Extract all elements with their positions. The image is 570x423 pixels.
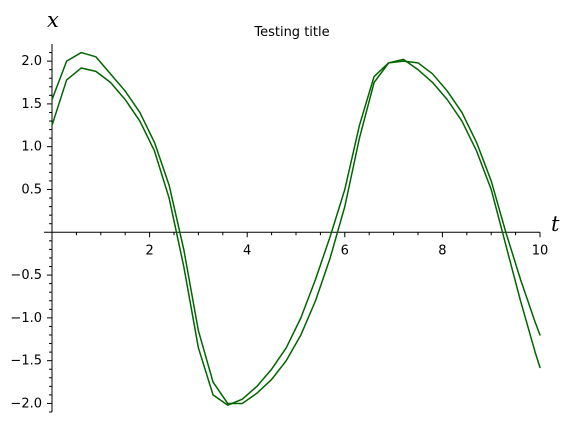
series-line-2 (51, 60, 541, 406)
x-axis-ticks: 2 4 6 8 10 (75, 232, 549, 258)
x-tick-label: 2 (145, 243, 153, 258)
y-tick-label: 1.5 (21, 97, 42, 112)
y-axis-ticks: −2.0 −1.5 −1.0 −0.5 0.5 1.0 1.5 2.0 (10, 52, 52, 413)
y-tick-label: 2.0 (21, 54, 42, 69)
y-tick-label: −0.5 (10, 268, 42, 283)
y-tick-label: −1.5 (10, 354, 42, 369)
x-axis-label: t (551, 212, 560, 236)
series-layer (51, 51, 541, 406)
y-tick-label: −2.0 (10, 396, 42, 411)
y-tick-label: 0.5 (21, 182, 42, 197)
x-tick-label: 6 (341, 243, 349, 258)
x-tick-label: 10 (532, 243, 549, 258)
y-axis-label: x (47, 8, 59, 32)
series-line-1 (51, 51, 541, 405)
chart-title: Testing title (253, 25, 329, 40)
x-tick-label: 4 (243, 243, 251, 258)
x-tick-label: 8 (438, 243, 446, 258)
y-tick-label: −1.0 (10, 311, 42, 326)
y-tick-label: 1.0 (21, 140, 42, 155)
